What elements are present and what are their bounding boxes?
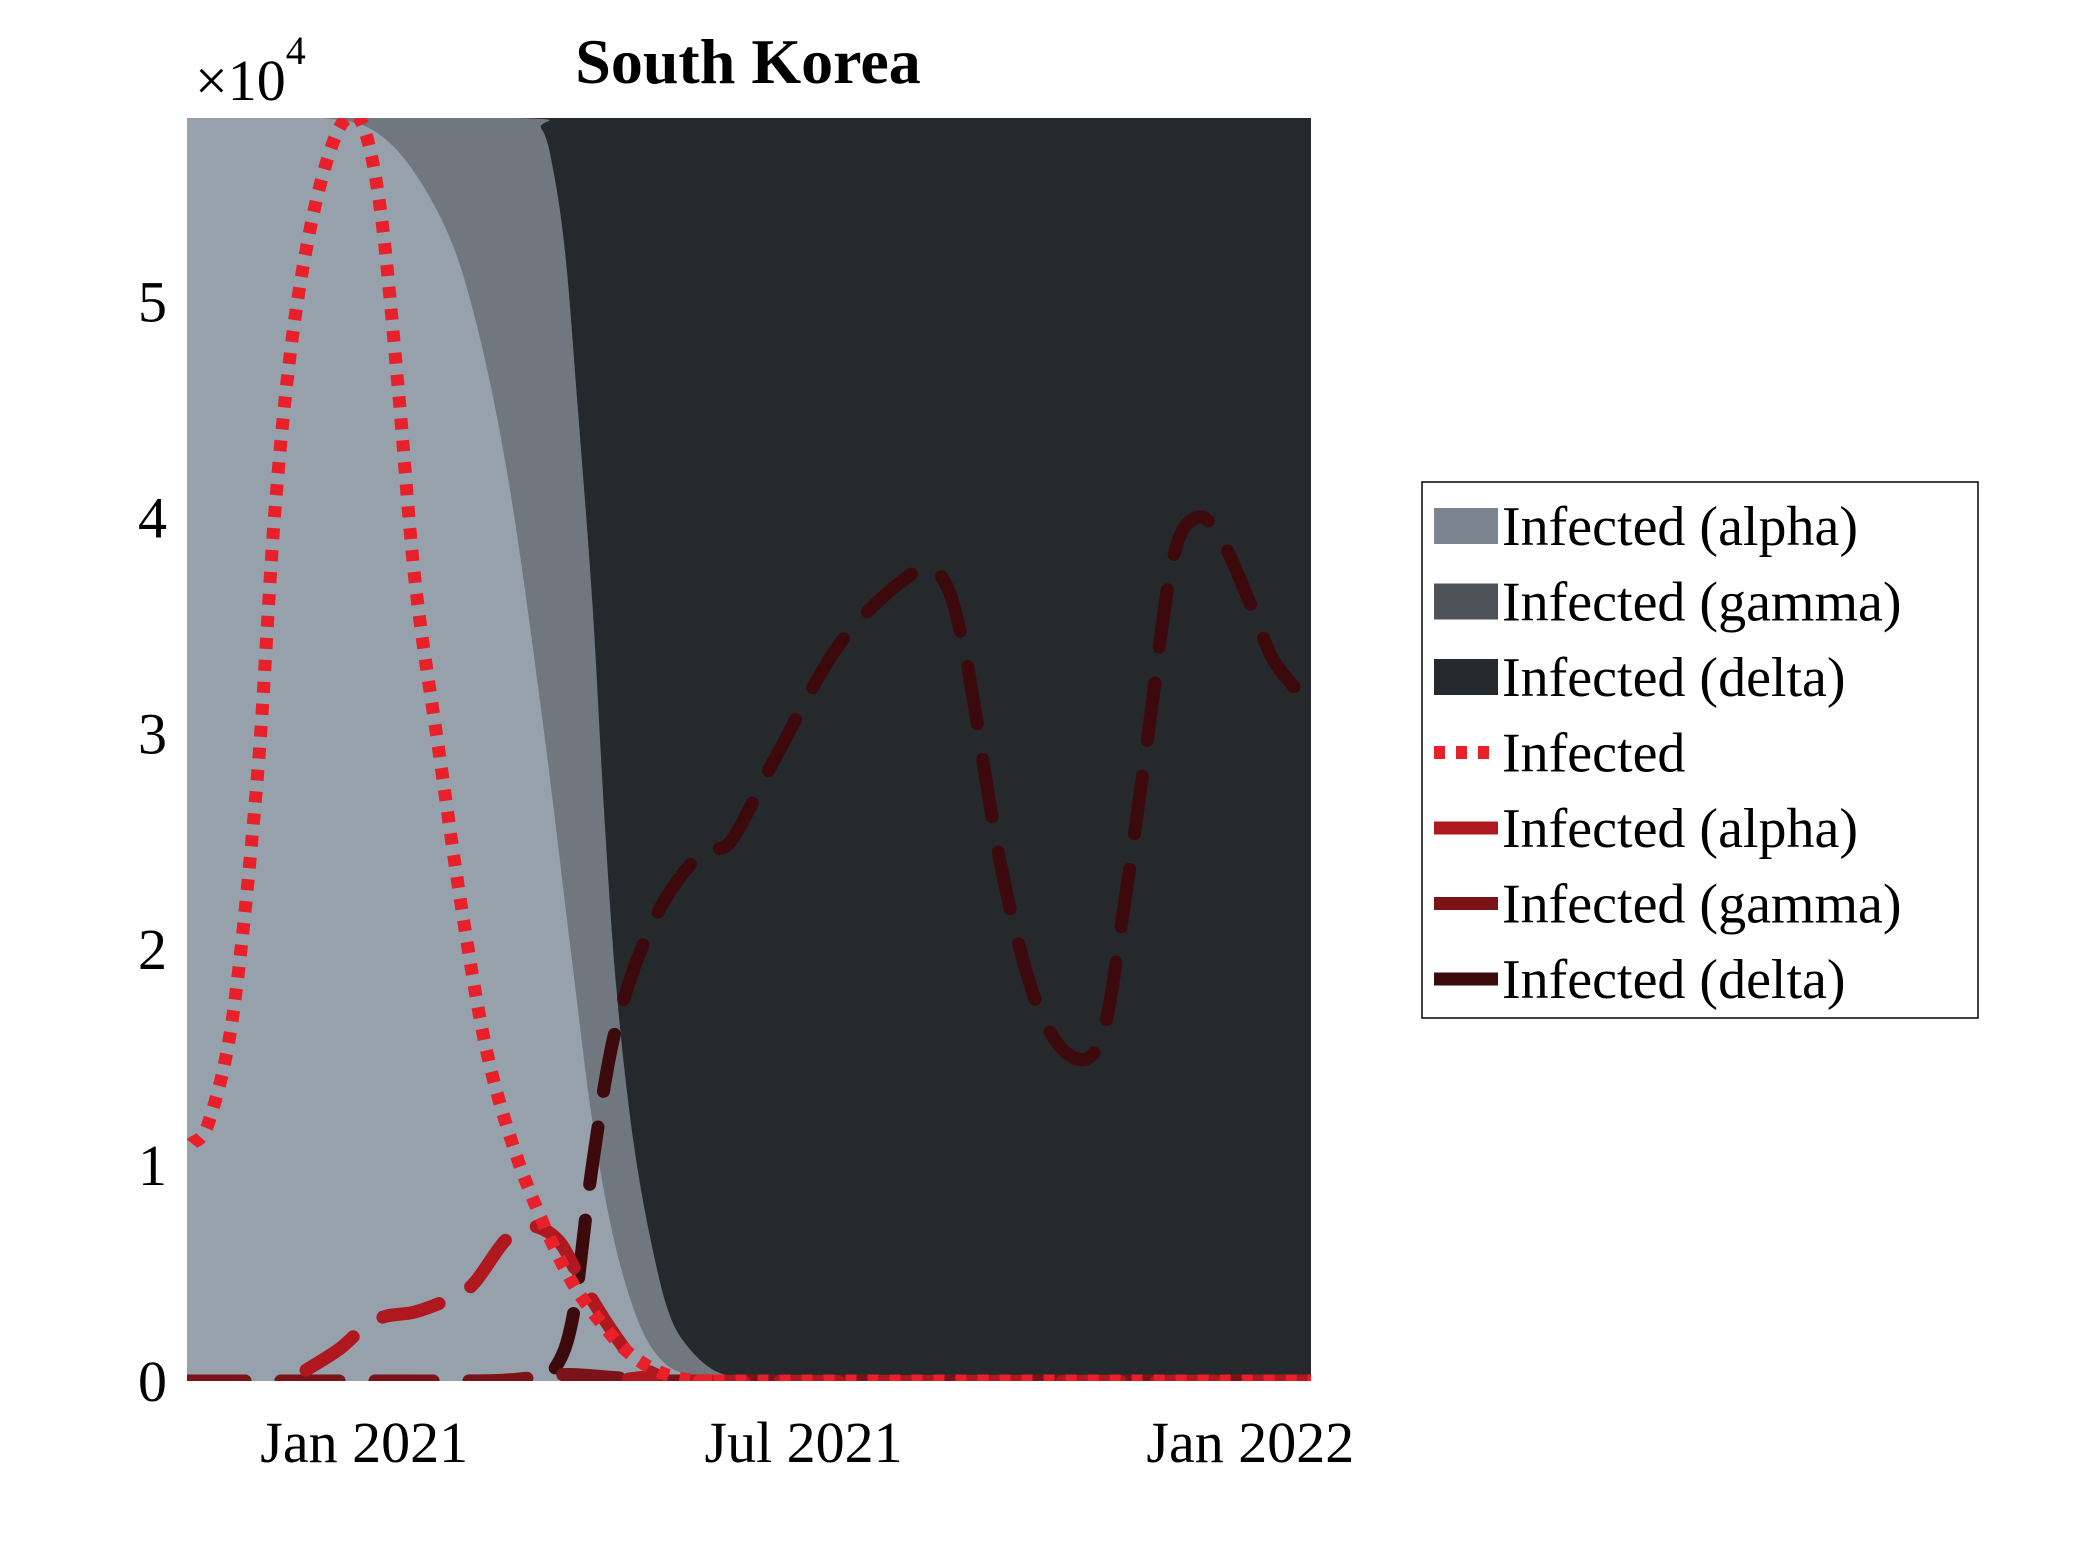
y-tick-label: 2 [138,917,167,982]
y-tick-label: 0 [138,1349,167,1414]
legend-label: Infected (delta) [1502,647,1846,709]
legend-swatch-patch [1434,508,1498,544]
chart-title: South Korea [575,26,921,97]
series-line-infected-alpha [299,1219,1311,1381]
y-tick-label: 5 [138,270,167,335]
y-tick-label: 4 [138,485,167,550]
line-layer [187,118,1311,1381]
legend-label: Infected (gamma) [1502,572,1902,634]
legend-label: Infected (alpha) [1502,496,1858,558]
area-layer [187,118,1311,1381]
area-alpha [187,118,1311,1381]
series-line-infected-delta [187,510,1311,1381]
y-axis-multiplier-base: ×104 [195,28,306,113]
y-axis-multiplier: ×104 [195,28,306,113]
y-axis: 0 1 2 3 4 5 [138,270,167,1415]
legend-label: Infected (gamma) [1502,874,1902,936]
x-axis: Jan 2021 Jul 2021 Jan 2022 [260,1410,1354,1475]
legend: Infected (alpha) Infected (gamma) Infected… [1421,481,1979,1019]
legend-swatch-patch [1434,583,1498,620]
legend-box [1421,481,1979,1019]
x-tick-label: Jul 2021 [705,1410,903,1475]
x-tick-label: Jan 2021 [260,1410,468,1475]
series-line-infected-gamma [187,1367,1311,1381]
y-tick-label: 3 [138,701,167,766]
x-tick-label: Jan 2022 [1146,1410,1354,1475]
legend-label: Infected (delta) [1502,949,1846,1011]
series-line-infected-dotted [187,118,1311,1381]
legend-label: Infected [1502,723,1685,785]
legend-swatch-patch [1434,659,1498,695]
y-tick-label: 1 [138,1133,167,1198]
legend-label: Infected (alpha) [1502,798,1858,860]
